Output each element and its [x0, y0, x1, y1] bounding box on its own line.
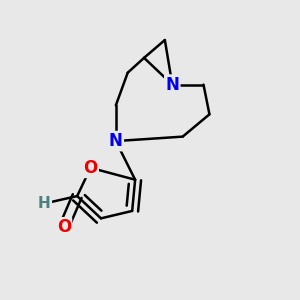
- Text: O: O: [83, 159, 98, 177]
- Text: O: O: [57, 218, 71, 236]
- Text: N: N: [109, 132, 123, 150]
- Text: H: H: [38, 196, 51, 211]
- Text: N: N: [165, 76, 179, 94]
